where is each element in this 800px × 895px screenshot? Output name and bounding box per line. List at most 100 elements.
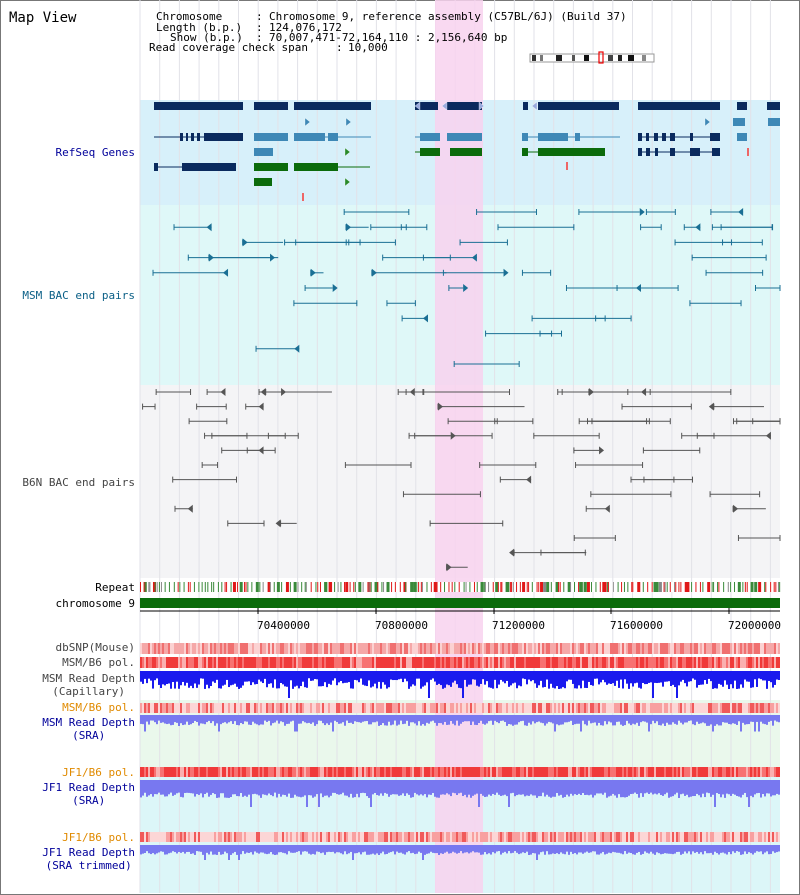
heat-cell — [632, 643, 634, 654]
depth-bar — [646, 715, 648, 723]
depth-bar — [582, 845, 584, 854]
heat-cell — [580, 703, 582, 713]
heat-cell — [262, 767, 264, 777]
heat-cell — [294, 643, 296, 654]
depth-bar — [410, 780, 412, 798]
heat-cell — [186, 767, 188, 777]
heat-cell — [488, 832, 490, 842]
chromosome-ideogram[interactable] — [530, 52, 654, 63]
depth-bar — [316, 845, 318, 851]
repeat-element — [613, 582, 614, 592]
genome-map-canvas[interactable] — [0, 0, 800, 895]
heat-cell — [692, 767, 694, 777]
heat-cell — [266, 832, 268, 842]
heat-cell — [464, 832, 466, 842]
depth-bar — [606, 845, 608, 854]
heat-cell — [424, 703, 426, 713]
heat-cell — [582, 703, 584, 713]
heat-cell — [266, 657, 268, 668]
repeat-element — [691, 582, 692, 592]
depth-bar — [552, 715, 554, 723]
depth-bar — [600, 845, 602, 853]
heat-cell — [620, 703, 622, 713]
heat-cell — [392, 767, 394, 777]
refseq-gene-exon — [420, 148, 440, 156]
heat-cell — [736, 703, 738, 713]
depth-bar — [342, 671, 344, 683]
depth-bar — [164, 845, 166, 855]
heat-cell — [246, 703, 248, 713]
depth-bar — [634, 671, 636, 683]
depth-bar — [160, 845, 162, 851]
heat-cell — [196, 703, 198, 713]
heat-cell — [228, 657, 230, 668]
depth-bar — [370, 780, 372, 807]
depth-bar — [504, 671, 506, 683]
depth-bar — [490, 780, 492, 796]
depth-bar — [414, 845, 416, 854]
depth-bar — [350, 671, 352, 688]
heat-cell — [732, 767, 734, 777]
depth-bar — [316, 671, 318, 679]
depth-bar — [768, 671, 770, 681]
heat-cell — [446, 767, 448, 777]
heat-cell — [448, 767, 450, 777]
depth-bar — [578, 715, 580, 724]
repeat-element — [656, 582, 659, 592]
depth-bar — [708, 780, 710, 793]
depth-bar — [702, 845, 704, 854]
heat-cell — [330, 643, 332, 654]
heat-cell — [564, 832, 566, 842]
heat-cell — [712, 703, 714, 713]
depth-bar — [310, 715, 312, 724]
heat-cell — [358, 767, 360, 777]
heat-cell — [234, 643, 236, 654]
depth-bar — [492, 845, 494, 852]
heat-cell — [166, 767, 168, 777]
heat-cell — [516, 643, 518, 654]
heat-cell — [384, 703, 386, 713]
heat-cell — [492, 643, 494, 654]
heat-cell — [584, 832, 586, 842]
heat-cell — [708, 643, 710, 654]
heat-cell — [508, 643, 510, 654]
heat-cell — [410, 643, 412, 654]
depth-bar — [752, 780, 754, 797]
repeat-element — [738, 582, 741, 592]
depth-bar — [210, 845, 212, 852]
heat-cell — [734, 832, 736, 842]
heat-cell — [648, 832, 650, 842]
heat-cell — [616, 767, 618, 777]
depth-bar — [682, 845, 684, 854]
heat-cell — [622, 832, 624, 842]
depth-bar — [534, 845, 536, 853]
heat-cell — [736, 657, 738, 668]
heat-cell — [400, 643, 402, 654]
heat-cell — [442, 767, 444, 777]
depth-bar — [184, 715, 186, 725]
heat-cell — [246, 832, 248, 842]
depth-bar — [714, 780, 716, 807]
depth-bar — [494, 671, 496, 680]
repeat-element — [516, 582, 517, 592]
heat-cell — [148, 703, 150, 713]
depth-bar — [352, 671, 354, 689]
heat-cell — [734, 643, 736, 654]
depth-bar — [518, 780, 520, 794]
heat-cell — [688, 643, 690, 654]
heat-cell — [218, 643, 220, 654]
heat-cell — [304, 643, 306, 654]
heat-cell — [514, 657, 516, 668]
heat-cell — [386, 703, 388, 713]
repeat-element — [484, 582, 485, 592]
heat-cell — [334, 832, 336, 842]
heat-cell — [308, 703, 310, 713]
repeat-track[interactable] — [140, 582, 780, 592]
heat-cell — [416, 703, 418, 713]
heat-cell — [184, 767, 186, 777]
heat-cell — [524, 703, 526, 713]
depth-bar — [356, 715, 358, 722]
heat-cell — [742, 657, 744, 668]
heat-cell — [658, 767, 660, 777]
depth-bar — [710, 715, 712, 724]
